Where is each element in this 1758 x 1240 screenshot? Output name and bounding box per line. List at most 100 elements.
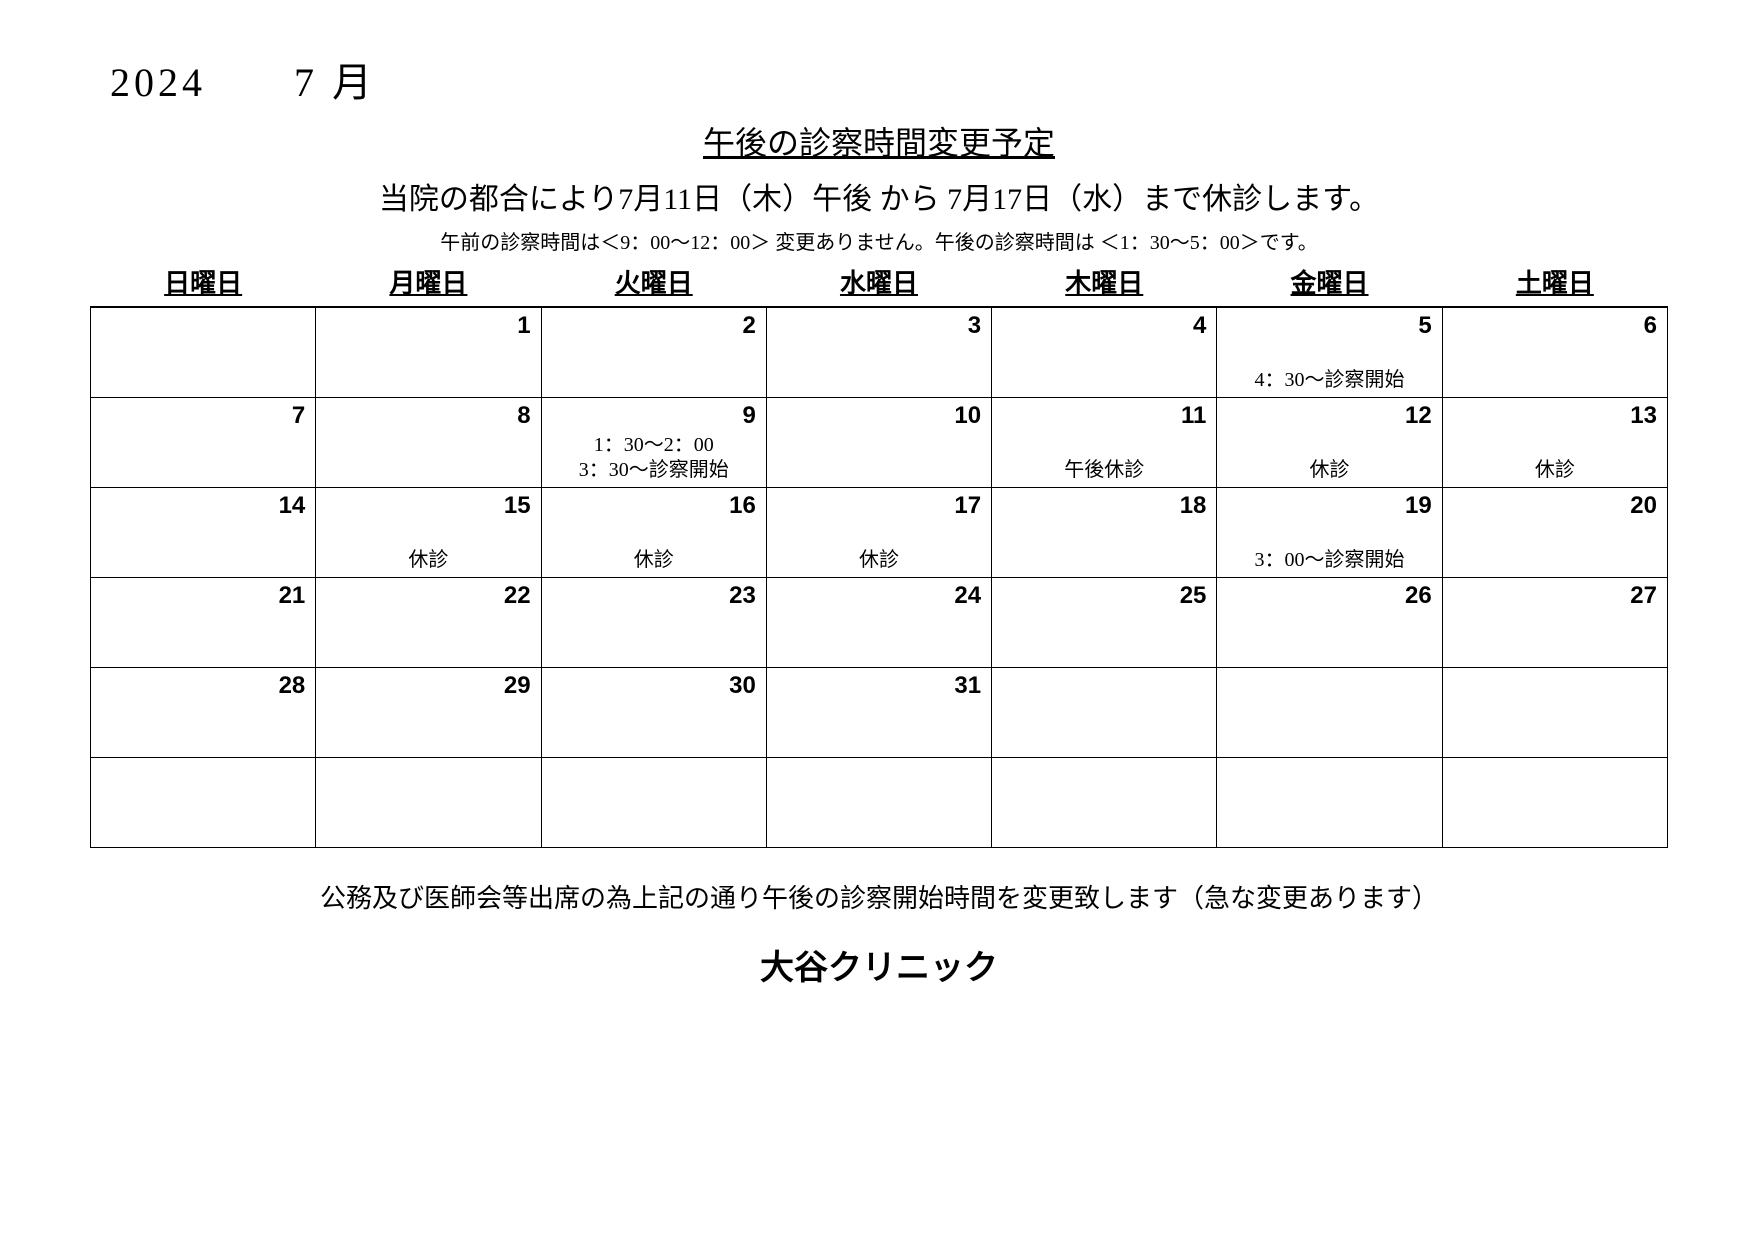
hours-note: 午前の診察時間は＜9：00～12：00＞ 変更ありません。午後の診察時間は ＜1… [90,226,1668,255]
calendar-cell: 17 休診 [766,487,991,577]
cell-note: 休診 [542,548,766,573]
day-number: 22 [326,582,530,610]
calendar-cell: 18 [992,487,1217,577]
cell-note: 休診 [316,548,540,573]
calendar-week-row: 12345 4：30～診察開始 6 [91,307,1668,397]
day-number: 26 [1227,582,1431,610]
day-number: 23 [552,582,756,610]
calendar-cell: 11 午後休診 [992,397,1217,487]
calendar-cell [91,757,316,847]
day-number: 29 [326,672,530,700]
day-number: 18 [1002,492,1206,520]
calendar-cell [316,757,541,847]
calendar-week-row: 14 15 休診 16 休診 17 休診 18 19 3：00～診察開始 20 [91,487,1668,577]
calendar-cell: 24 [766,577,991,667]
calendar-cell [1217,667,1442,757]
day-number: 2 [552,312,756,340]
day-number: 25 [1002,582,1206,610]
day-number: 31 [777,672,981,700]
closure-notice: 当院の都合により7月11日（木）午後 から 7月17日（水）まで休診します。 [90,174,1668,218]
weekday-tue: 火曜日 [541,259,766,307]
calendar-cell: 19 3：00～診察開始 [1217,487,1442,577]
day-number: 7 [101,402,305,430]
day-number: 21 [101,582,305,610]
calendar-table: 日曜日 月曜日 火曜日 水曜日 木曜日 金曜日 土曜日 123454：30～診察… [90,259,1668,848]
footer-note: 公務及び医師会等出席の為上記の通り午後の診察開始時間を変更致します（急な変更あり… [90,878,1668,915]
calendar-cell: 26 [1217,577,1442,667]
calendar-week-row: 28 29 30 31 [91,667,1668,757]
day-number: 19 [1227,492,1431,520]
day-number: 10 [777,402,981,430]
calendar-cell: 25 [992,577,1217,667]
calendar-cell: 5 4：30～診察開始 [1217,307,1442,397]
calendar-cell: 27 [1442,577,1667,667]
calendar-cell: 15 休診 [316,487,541,577]
year-month-heading: 2024 7 月 [90,50,1668,108]
day-number: 1 [326,312,530,340]
weekday-header-row: 日曜日 月曜日 火曜日 水曜日 木曜日 金曜日 土曜日 [91,259,1668,307]
clinic-name: 大谷クリニック [90,940,1668,989]
day-number: 14 [101,492,305,520]
day-number: 15 [326,492,530,520]
calendar-cell: 9 1：30～2：00 3：30～診察開始 [541,397,766,487]
day-number: 16 [552,492,756,520]
calendar-cell [992,667,1217,757]
day-number: 17 [777,492,981,520]
day-number: 12 [1227,402,1431,430]
calendar-week-row [91,757,1668,847]
weekday-mon: 月曜日 [316,259,541,307]
calendar-cell: 4 [992,307,1217,397]
weekday-sat: 土曜日 [1442,259,1667,307]
calendar-cell: 10 [766,397,991,487]
calendar-cell: 1 [316,307,541,397]
day-number: 3 [777,312,981,340]
calendar-cell: 22 [316,577,541,667]
calendar-cell: 29 [316,667,541,757]
cell-note: 休診 [767,548,991,573]
cell-note: 3：00～診察開始 [1217,548,1441,573]
day-number: 6 [1453,312,1657,340]
calendar-cell [541,757,766,847]
day-number: 11 [1002,402,1206,430]
calendar-cell: 13 休診 [1442,397,1667,487]
calendar-cell: 23 [541,577,766,667]
weekday-wed: 水曜日 [766,259,991,307]
calendar-cell: 12休診 [1217,397,1442,487]
day-number: 9 [552,402,756,430]
calendar-cell [766,757,991,847]
cell-note: 午後休診 [992,458,1216,483]
day-number: 8 [326,402,530,430]
calendar-cell: 2 [541,307,766,397]
cell-note: 4：30～診察開始 [1217,368,1441,393]
weekday-thu: 木曜日 [992,259,1217,307]
calendar-cell [1442,667,1667,757]
day-number: 27 [1453,582,1657,610]
calendar-cell: 3 [766,307,991,397]
calendar-cell [1217,757,1442,847]
calendar-cell: 31 [766,667,991,757]
day-number: 28 [101,672,305,700]
cell-note: 休診 [1443,458,1667,483]
calendar-cell: 21 [91,577,316,667]
day-number: 4 [1002,312,1206,340]
calendar-cell: 20 [1442,487,1667,577]
calendar-cell [1442,757,1667,847]
calendar-cell: 14 [91,487,316,577]
day-number: 30 [552,672,756,700]
page-title: 午後の診察時間変更予定 [90,118,1668,164]
calendar-cell [992,757,1217,847]
day-number: 13 [1453,402,1657,430]
calendar-week-row: 21 22 23 24 25 26 27 [91,577,1668,667]
calendar-cell: 30 [541,667,766,757]
calendar-cell: 6 [1442,307,1667,397]
calendar-cell: 16 休診 [541,487,766,577]
day-number: 24 [777,582,981,610]
cell-note: 1：30～2：00 3：30～診察開始 [542,433,766,483]
calendar-cell [91,307,316,397]
calendar-cell: 7 [91,397,316,487]
calendar-week-row: 789 1：30～2：00 3：30～診察開始 10 11 午後休診12休診 13 休診 [91,397,1668,487]
day-number: 5 [1227,312,1431,340]
calendar-cell: 8 [316,397,541,487]
weekday-fri: 金曜日 [1217,259,1442,307]
day-number: 20 [1453,492,1657,520]
